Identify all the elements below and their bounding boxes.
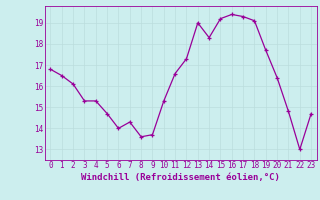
- X-axis label: Windchill (Refroidissement éolien,°C): Windchill (Refroidissement éolien,°C): [81, 173, 280, 182]
